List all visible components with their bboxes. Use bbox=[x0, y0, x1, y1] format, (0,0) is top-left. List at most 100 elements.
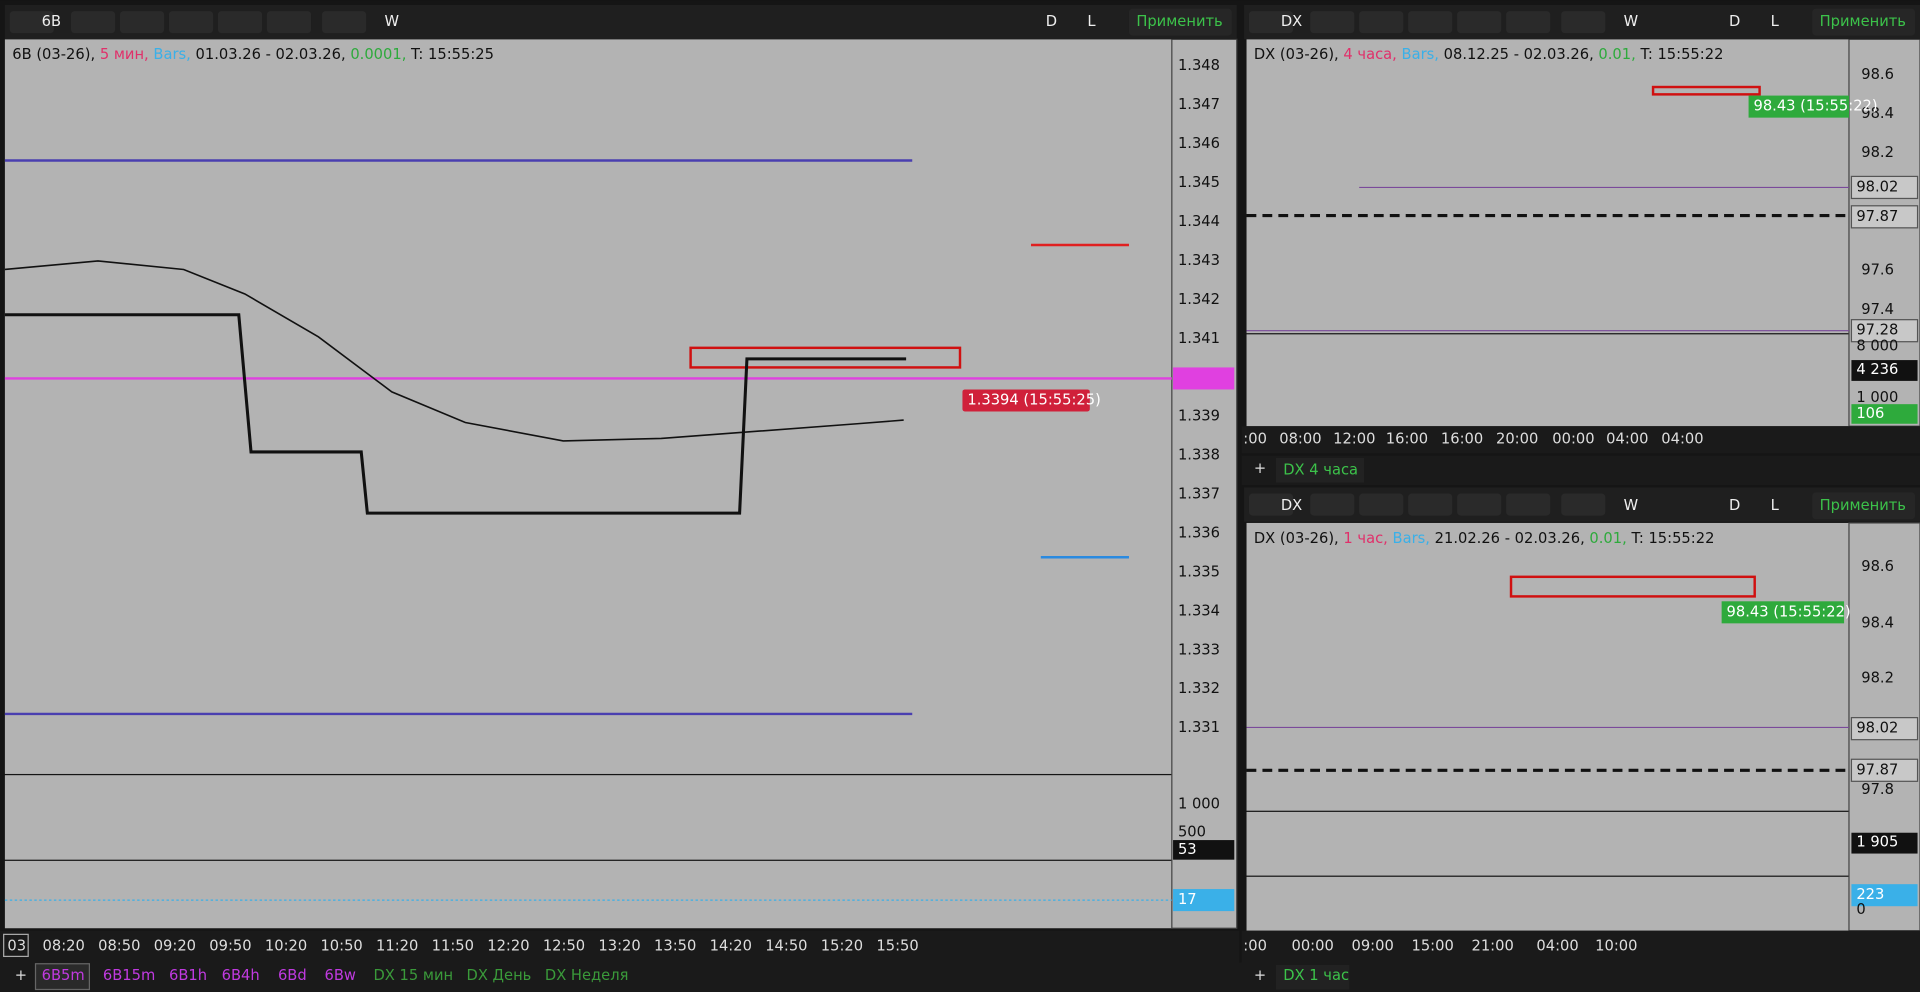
date-label: 03 bbox=[7, 938, 26, 955]
price-tick-label: 1.347 bbox=[1178, 96, 1220, 113]
delta-value: 106 bbox=[1856, 405, 1884, 422]
time-tick-label: 08:50 bbox=[98, 938, 140, 955]
toggle-d: D bbox=[1046, 13, 1057, 30]
level-label: 98.02 bbox=[1856, 720, 1898, 737]
price-tick-label: 1.342 bbox=[1178, 291, 1220, 308]
time-tick-label: 13:50 bbox=[654, 938, 696, 955]
volume-value: 4 236 bbox=[1856, 361, 1898, 378]
chart-header: DX (03-26), 4 часа, Bars, 08.12.25 - 02.… bbox=[1254, 46, 1724, 63]
time-tick-label: :00 bbox=[1243, 431, 1267, 448]
price-tick-label: 1.339 bbox=[1178, 408, 1220, 425]
toolbar-button[interactable] bbox=[1457, 493, 1502, 516]
header-range: 21.02.26 - 02.03.26, bbox=[1435, 530, 1590, 547]
toolbar-button[interactable] bbox=[1561, 11, 1606, 34]
price-tick-label: 1.346 bbox=[1178, 135, 1220, 152]
header-time: T: 15:55:25 bbox=[410, 46, 494, 63]
moving-average bbox=[4, 260, 904, 442]
delta-zero: 0 bbox=[1856, 901, 1865, 918]
tab-active[interactable] bbox=[34, 963, 90, 991]
last-price-label: 1.3394 (15:55:25) bbox=[967, 391, 1101, 408]
toggle-d: D bbox=[1729, 13, 1740, 30]
toolbar-button[interactable] bbox=[1408, 493, 1453, 516]
header-type: Bars, bbox=[1393, 530, 1435, 547]
time-tick-label: 12:20 bbox=[487, 938, 529, 955]
price-tick-label: 1.345 bbox=[1178, 174, 1220, 191]
toolbar-button[interactable] bbox=[1310, 493, 1355, 516]
time-tick-label: 04:00 bbox=[1536, 938, 1578, 955]
chart-header: 6B (03-26), 5 мин, Bars, 01.03.26 - 02.0… bbox=[12, 46, 494, 63]
toggle-l: L bbox=[1771, 497, 1780, 514]
level-box bbox=[1850, 175, 1919, 200]
tab-label: 6B15m bbox=[103, 967, 155, 984]
header-symbol: DX (03-26), bbox=[1254, 530, 1344, 547]
apply-button[interactable] bbox=[1812, 8, 1916, 36]
toolbar-button[interactable] bbox=[322, 11, 367, 34]
header-interval: 4 часа, bbox=[1343, 46, 1401, 63]
link-group: W bbox=[1624, 497, 1639, 514]
time-tick-label: 00:00 bbox=[1552, 431, 1594, 448]
tab-label: DX 15 мин bbox=[373, 967, 453, 984]
toolbar-button[interactable] bbox=[1561, 493, 1606, 516]
header-tick: 0.0001, bbox=[350, 46, 411, 63]
apply-label: Применить bbox=[1820, 13, 1906, 30]
toolbar-button[interactable] bbox=[9, 11, 54, 34]
toolbar-button[interactable] bbox=[120, 11, 165, 34]
tab-label: 6Bw bbox=[324, 967, 355, 984]
time-tick-label: 09:50 bbox=[209, 938, 251, 955]
toolbar-button[interactable] bbox=[1248, 11, 1294, 34]
symbol-input: DX bbox=[1281, 497, 1302, 514]
tr-price-pane bbox=[1246, 39, 1849, 334]
toolbar-button[interactable] bbox=[1506, 493, 1551, 516]
toolbar-button[interactable] bbox=[1457, 11, 1502, 34]
time-tick-label: 16:00 bbox=[1386, 431, 1428, 448]
tab-bar bbox=[0, 962, 1920, 992]
apply-button[interactable] bbox=[1812, 492, 1916, 520]
time-tick-label: 12:50 bbox=[543, 938, 585, 955]
apply-button[interactable] bbox=[1128, 8, 1232, 36]
toolbar-button[interactable] bbox=[168, 11, 214, 34]
tab[interactable] bbox=[1275, 964, 1350, 990]
header-time: T: 15:55:22 bbox=[1630, 530, 1714, 547]
toolbar-button[interactable] bbox=[1408, 11, 1453, 34]
price-tick-label: 1.344 bbox=[1178, 213, 1220, 230]
price-tick-label: 98.6 bbox=[1861, 558, 1894, 575]
toolbar-button[interactable] bbox=[1248, 493, 1294, 516]
apply-label: Применить bbox=[1820, 497, 1906, 514]
tab-label: DX Неделя bbox=[545, 967, 629, 984]
price-tick-label: 1.336 bbox=[1178, 524, 1220, 541]
time-tick-label: 14:50 bbox=[765, 938, 807, 955]
volume-tick-label: 1 000 bbox=[1856, 389, 1898, 406]
level-label: 97.87 bbox=[1856, 208, 1898, 225]
last-price-label: 98.43 (15:55:22) bbox=[1727, 603, 1851, 620]
add-tab[interactable]: + bbox=[1254, 460, 1266, 477]
toolbar-button[interactable] bbox=[1310, 11, 1355, 34]
toggle-l: L bbox=[1771, 13, 1780, 30]
price-tick-label: 1.338 bbox=[1178, 447, 1220, 464]
add-tab[interactable]: + bbox=[15, 967, 27, 984]
current-price-box bbox=[1173, 367, 1235, 390]
toolbar-button[interactable] bbox=[217, 11, 263, 34]
toolbar-button[interactable] bbox=[1506, 11, 1551, 34]
time-tick-label: 12:00 bbox=[1333, 431, 1375, 448]
price-tick-label: 97.4 bbox=[1861, 301, 1894, 318]
tab[interactable] bbox=[1275, 458, 1365, 483]
toolbar-button[interactable] bbox=[71, 11, 116, 34]
volume-value: 1 905 bbox=[1856, 834, 1898, 851]
price-tick-label: 98.4 bbox=[1861, 105, 1894, 122]
zone-box bbox=[689, 346, 962, 369]
indicator-line bbox=[4, 313, 907, 515]
add-tab[interactable]: + bbox=[1254, 967, 1266, 984]
level-box bbox=[1850, 758, 1919, 782]
time-tick-label: 04:00 bbox=[1661, 431, 1703, 448]
zone-box bbox=[1509, 575, 1756, 598]
level-label: 97.28 bbox=[1856, 322, 1898, 339]
delta-value-box bbox=[1173, 889, 1235, 912]
toolbar-button[interactable] bbox=[1359, 11, 1404, 34]
toolbar-button[interactable] bbox=[266, 11, 312, 34]
toolbar-button[interactable] bbox=[1359, 493, 1404, 516]
tab-label: DX 4 часа bbox=[1283, 461, 1358, 478]
delta-value: 17 bbox=[1178, 891, 1197, 908]
time-tick-label: 21:00 bbox=[1471, 938, 1513, 955]
volume-tick-label: 500 bbox=[1178, 824, 1206, 841]
